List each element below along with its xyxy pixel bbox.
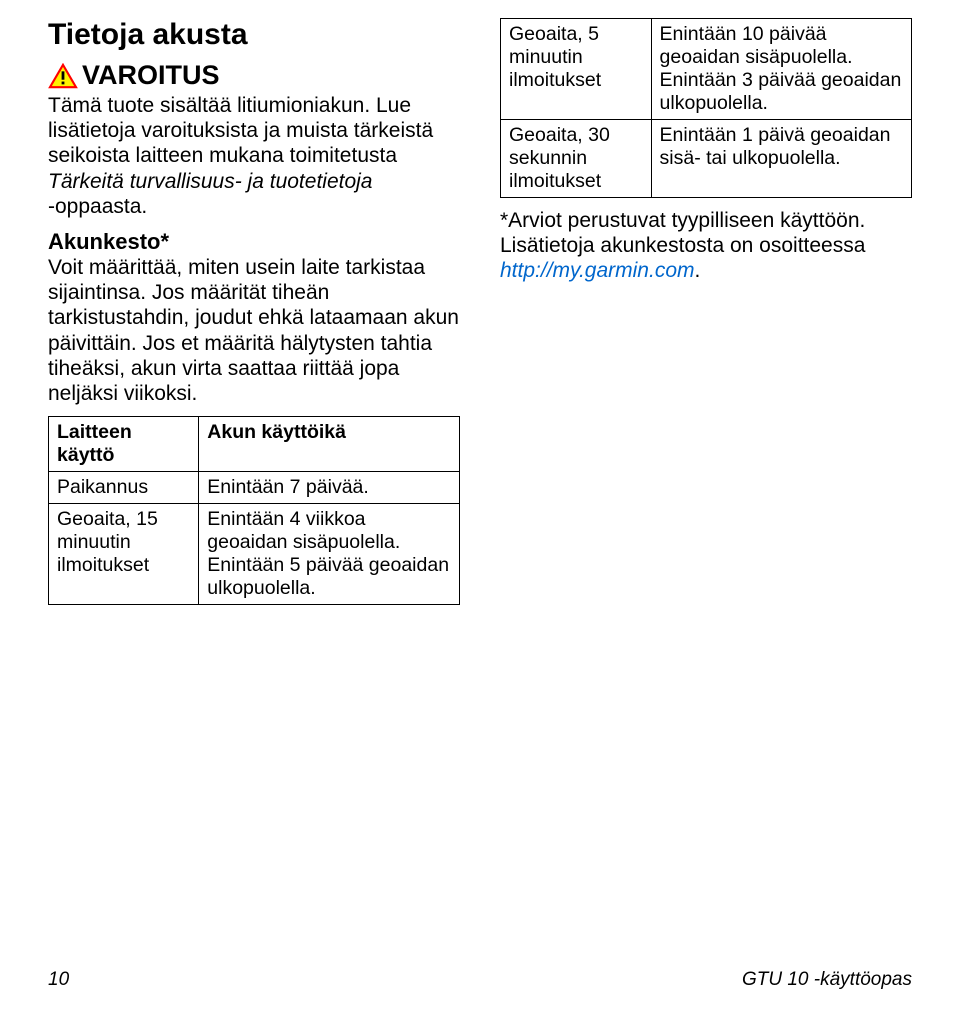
- left-column: Tietoja akusta VAROITUS Tämä tuote sisäl…: [48, 18, 460, 605]
- two-column-layout: Tietoja akusta VAROITUS Tämä tuote sisäl…: [48, 18, 912, 605]
- page-root: Tietoja akusta VAROITUS Tämä tuote sisäl…: [0, 0, 960, 1013]
- warning-body-post: ‑oppaasta.: [48, 195, 147, 218]
- table-row: Geoaita, 5 minuutin ilmoitukset Enintään…: [501, 19, 912, 120]
- table-cell-device: Geoaita, 5 minuutin ilmoitukset: [501, 19, 652, 120]
- footer-page-number: 10: [48, 969, 69, 991]
- warning-heading-row: VAROITUS: [48, 60, 460, 91]
- warning-body-pre: Tämä tuote sisältää litiumioniakun. Lue …: [48, 94, 433, 167]
- table-cell-device: Geoaita, 15 minuutin ilmoitukset: [49, 504, 199, 605]
- page-title: Tietoja akusta: [48, 18, 460, 52]
- footnote-link[interactable]: http://my.garmin.com: [500, 259, 695, 282]
- table-header-row: Laitteen käyttö Akun käyttöikä: [49, 417, 460, 472]
- table-header-device: Laitteen käyttö: [49, 417, 199, 472]
- footnote: *Arviot perustuvat tyypilliseen käyttöön…: [500, 208, 912, 284]
- right-column: Geoaita, 5 minuutin ilmoitukset Enintään…: [500, 18, 912, 605]
- page-footer: 10 GTU 10 ‑käyttöopas: [48, 969, 912, 991]
- table-cell-battery: Enintään 7 päivää.: [199, 472, 460, 504]
- warning-label: VAROITUS: [82, 60, 220, 91]
- table-cell-battery: Enintään 10 päivää geoaidan sisäpuolella…: [651, 19, 911, 120]
- table-cell-battery: Enintään 1 päivä geoaidan sisä- tai ulko…: [651, 120, 911, 198]
- battery-table-right: Geoaita, 5 minuutin ilmoitukset Enintään…: [500, 18, 912, 198]
- table-row: Geoaita, 30 sekunnin ilmoitukset Enintää…: [501, 120, 912, 198]
- battery-table-left: Laitteen käyttö Akun käyttöikä Paikannus…: [48, 416, 460, 605]
- warning-triangle-icon: [48, 63, 78, 89]
- akunkesto-body: Voit määrittää, miten usein laite tarkis…: [48, 255, 460, 406]
- table-cell-device: Paikannus: [49, 472, 199, 504]
- footnote-post: .: [695, 259, 701, 282]
- table-row: Paikannus Enintään 7 päivää.: [49, 472, 460, 504]
- table-header-battery: Akun käyttöikä: [199, 417, 460, 472]
- table-row: Geoaita, 15 minuutin ilmoitukset Enintää…: [49, 504, 460, 605]
- akunkesto-heading: Akunkesto*: [48, 229, 460, 255]
- warning-body-italic: Tärkeitä turvallisuus- ja tuotetietoja: [48, 170, 373, 193]
- table-cell-device: Geoaita, 30 sekunnin ilmoitukset: [501, 120, 652, 198]
- table-cell-battery: Enintään 4 viikkoa geoaidan sisäpuolella…: [199, 504, 460, 605]
- warning-body: Tämä tuote sisältää litiumioniakun. Lue …: [48, 93, 460, 219]
- footer-doc-title: GTU 10 ‑käyttöopas: [742, 969, 912, 991]
- footnote-pre: *Arviot perustuvat tyypilliseen käyttöön…: [500, 209, 865, 257]
